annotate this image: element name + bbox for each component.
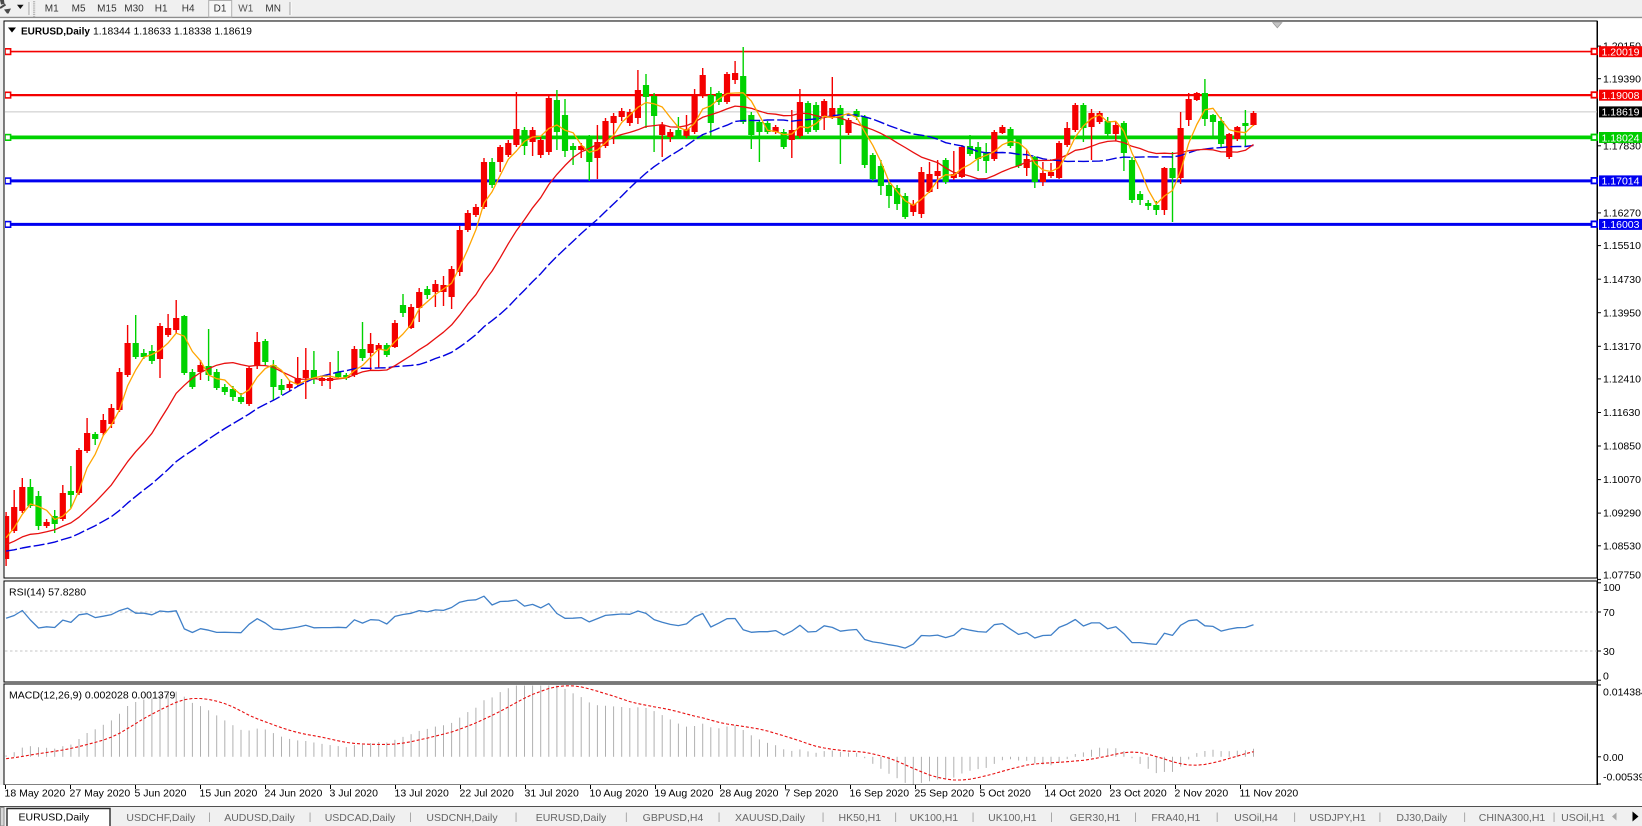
svg-text:MN: MN xyxy=(265,4,281,15)
svg-text:USDJPY,H1: USDJPY,H1 xyxy=(1309,812,1366,824)
svg-text:CHINA300,H1: CHINA300,H1 xyxy=(1479,812,1546,824)
svg-text:|: | xyxy=(972,812,975,823)
svg-text:USOil,H4: USOil,H4 xyxy=(1234,812,1278,824)
svg-text:|: | xyxy=(1216,812,1219,823)
svg-text:1.17830: 1.17830 xyxy=(1603,140,1641,152)
svg-text:1.18344 1.18633 1.18338 1.1861: 1.18344 1.18633 1.18338 1.18619 xyxy=(93,27,252,38)
svg-text:|: | xyxy=(1293,812,1296,823)
svg-text:1.19008: 1.19008 xyxy=(1602,90,1640,102)
svg-text:|: | xyxy=(894,812,897,823)
svg-text:1.16003: 1.16003 xyxy=(1602,219,1640,231)
svg-text:1.18619: 1.18619 xyxy=(1602,107,1640,119)
svg-text:HK50,H1: HK50,H1 xyxy=(838,812,881,824)
svg-text:RSI(14) 57.8280: RSI(14) 57.8280 xyxy=(9,587,86,599)
svg-text:|: | xyxy=(718,812,721,823)
svg-text:0: 0 xyxy=(1603,671,1609,683)
svg-text:25 Sep 2020: 25 Sep 2020 xyxy=(915,788,975,800)
svg-text:M30: M30 xyxy=(124,4,144,15)
svg-text:18 May 2020: 18 May 2020 xyxy=(5,788,66,800)
svg-text:GER30,H1: GER30,H1 xyxy=(1070,812,1121,824)
svg-text:2 Nov 2020: 2 Nov 2020 xyxy=(1175,788,1229,800)
svg-text:W1: W1 xyxy=(238,4,253,15)
svg-text:XAUUSD,Daily: XAUUSD,Daily xyxy=(735,812,806,824)
svg-text:3 Jul 2020: 3 Jul 2020 xyxy=(330,788,379,800)
svg-text:|: | xyxy=(309,812,312,823)
svg-text:1.10850: 1.10850 xyxy=(1603,441,1641,453)
svg-text:|: | xyxy=(409,812,412,823)
svg-text:UK100,H1: UK100,H1 xyxy=(910,812,959,824)
svg-text:D1: D1 xyxy=(214,4,227,15)
svg-text:19 Aug 2020: 19 Aug 2020 xyxy=(655,788,714,800)
svg-text:|: | xyxy=(822,812,825,823)
svg-text:13 Jul 2020: 13 Jul 2020 xyxy=(395,788,449,800)
svg-text:15 Jun 2020: 15 Jun 2020 xyxy=(200,788,258,800)
svg-text:27 May 2020: 27 May 2020 xyxy=(70,788,131,800)
svg-text:EURUSD,Daily: EURUSD,Daily xyxy=(19,812,90,824)
svg-text:UK100,H1: UK100,H1 xyxy=(988,812,1037,824)
svg-text:-0.005396: -0.005396 xyxy=(1603,772,1642,784)
svg-text:1.19390: 1.19390 xyxy=(1603,73,1641,85)
svg-text:M1: M1 xyxy=(45,4,59,15)
svg-text:GBPUSD,H4: GBPUSD,H4 xyxy=(643,812,704,824)
svg-text:30: 30 xyxy=(1603,646,1615,658)
svg-text:|: | xyxy=(208,812,211,823)
svg-text:70: 70 xyxy=(1603,607,1615,619)
svg-text:28 Aug 2020: 28 Aug 2020 xyxy=(720,788,779,800)
svg-text:H1: H1 xyxy=(155,4,168,15)
svg-text:11 Nov 2020: 11 Nov 2020 xyxy=(1240,788,1299,800)
svg-text:1.09290: 1.09290 xyxy=(1603,508,1641,520)
svg-text:MACD(12,26,9) 0.002028 0.00137: MACD(12,26,9) 0.002028 0.001379 xyxy=(9,690,176,702)
svg-text:1.15510: 1.15510 xyxy=(1603,240,1641,252)
svg-text:1.17014: 1.17014 xyxy=(1602,176,1640,188)
svg-text:100: 100 xyxy=(1603,582,1621,594)
svg-text:0.00: 0.00 xyxy=(1603,752,1624,764)
svg-text:DJ30,Daily: DJ30,Daily xyxy=(1396,812,1448,824)
svg-text:16 Sep 2020: 16 Sep 2020 xyxy=(850,788,910,800)
svg-text:22 Jul 2020: 22 Jul 2020 xyxy=(460,788,514,800)
svg-text:1.16270: 1.16270 xyxy=(1603,208,1641,220)
svg-text:M5: M5 xyxy=(72,4,86,15)
svg-text:EURUSD,Daily: EURUSD,Daily xyxy=(536,812,607,824)
svg-text:AUDUSD,Daily: AUDUSD,Daily xyxy=(224,812,295,824)
svg-text:1.12410: 1.12410 xyxy=(1603,374,1641,386)
svg-text:|: | xyxy=(625,812,628,823)
svg-text:|: | xyxy=(1379,812,1382,823)
svg-text:1.10070: 1.10070 xyxy=(1603,474,1641,486)
svg-text:EURUSD,Daily: EURUSD,Daily xyxy=(21,27,90,38)
svg-text:|: | xyxy=(1134,812,1137,823)
svg-text:1.11630: 1.11630 xyxy=(1603,407,1640,419)
svg-text:0.014384: 0.014384 xyxy=(1603,687,1642,699)
svg-text:1.13170: 1.13170 xyxy=(1603,341,1641,353)
svg-text:M15: M15 xyxy=(97,4,117,15)
svg-text:10 Aug 2020: 10 Aug 2020 xyxy=(590,788,649,800)
svg-text:USOil,H1: USOil,H1 xyxy=(1561,812,1605,824)
svg-text:1.14730: 1.14730 xyxy=(1603,274,1641,286)
svg-text:5 Oct 2020: 5 Oct 2020 xyxy=(980,788,1032,800)
svg-text:31 Jul 2020: 31 Jul 2020 xyxy=(525,788,579,800)
svg-text:7 Sep 2020: 7 Sep 2020 xyxy=(785,788,839,800)
svg-text:1.13950: 1.13950 xyxy=(1603,307,1641,319)
svg-text:USDCHF,Daily: USDCHF,Daily xyxy=(126,812,196,824)
svg-text:|: | xyxy=(515,812,518,823)
svg-text:1.20019: 1.20019 xyxy=(1602,47,1640,59)
svg-text:H4: H4 xyxy=(182,4,195,15)
svg-text:1.07750: 1.07750 xyxy=(1603,570,1641,582)
svg-text:23 Oct 2020: 23 Oct 2020 xyxy=(1110,788,1167,800)
svg-text:USDCAD,Daily: USDCAD,Daily xyxy=(325,812,396,824)
svg-text:1.18024: 1.18024 xyxy=(1602,132,1640,144)
svg-text:14 Oct 2020: 14 Oct 2020 xyxy=(1045,788,1102,800)
svg-text:24 Jun 2020: 24 Jun 2020 xyxy=(265,788,323,800)
svg-text:|: | xyxy=(1050,812,1053,823)
svg-text:1.08530: 1.08530 xyxy=(1603,540,1641,552)
svg-text:|: | xyxy=(1553,812,1556,823)
svg-text:FRA40,H1: FRA40,H1 xyxy=(1151,812,1200,824)
svg-text:|: | xyxy=(1463,812,1466,823)
svg-text:5 Jun 2020: 5 Jun 2020 xyxy=(135,788,187,800)
svg-text:USDCNH,Daily: USDCNH,Daily xyxy=(426,812,498,824)
